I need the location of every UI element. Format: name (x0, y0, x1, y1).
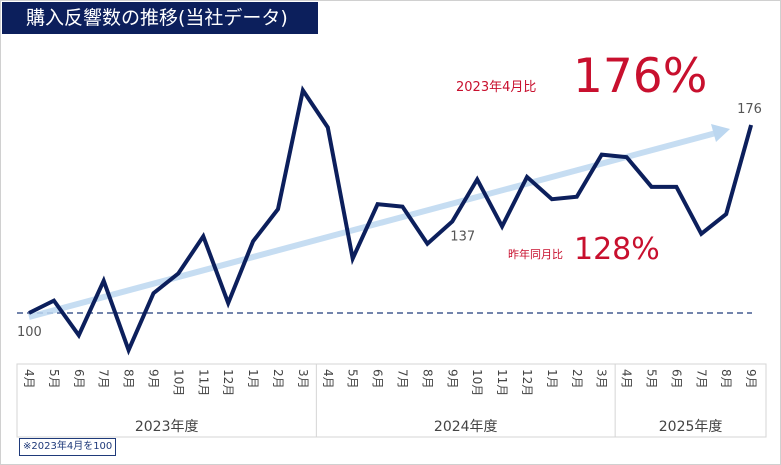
x-tick-label: 6月 (669, 369, 683, 389)
x-tick-label: 7月 (694, 369, 708, 389)
x-tick-label: 12月 (520, 369, 534, 396)
x-tick-label: 5月 (346, 369, 360, 389)
x-tick-label: 4月 (321, 369, 335, 389)
x-group-label: 2023年度 (135, 419, 199, 435)
series-line (28, 85, 754, 356)
x-tick-label: 9月 (744, 369, 758, 389)
x-tick-label: 6月 (72, 369, 86, 389)
x-tick-label: 7月 (97, 369, 111, 389)
x-tick-label: 9月 (147, 369, 161, 389)
x-tick-label: 6月 (371, 369, 385, 389)
x-tick-label: 11月 (196, 369, 210, 396)
x-tick-label: 11月 (495, 369, 509, 396)
x-tick-label: 8月 (420, 369, 434, 389)
x-group-label: 2024年度 (434, 419, 498, 435)
x-tick-label: 12月 (221, 369, 235, 396)
x-tick-label: 3月 (296, 369, 310, 389)
x-group-label: 2025年度 (659, 419, 723, 435)
x-tick-label: 4月 (620, 369, 634, 389)
page-title: 購入反響数の推移(当社データ) (2, 2, 318, 34)
trend-arrow (28, 130, 717, 320)
x-tick-label: 8月 (122, 369, 136, 389)
x-tick-label: 5月 (47, 369, 61, 389)
yoy-value: 128% (574, 232, 660, 267)
x-tick-label: 10月 (171, 369, 185, 396)
data-label: 176 (737, 102, 762, 117)
data-label: 100 (17, 325, 42, 340)
x-tick-label: 5月 (645, 369, 659, 389)
x-tick-label: 1月 (545, 369, 559, 389)
x-tick-label: 3月 (595, 369, 609, 389)
yoy-label: 昨年同月比 (508, 247, 563, 261)
x-tick-label: 10月 (470, 369, 484, 396)
trend-arrow-head (711, 124, 730, 142)
x-tick-label: 7月 (396, 369, 410, 389)
x-tick-label: 2月 (271, 369, 285, 389)
x-tick-label: 9月 (445, 369, 459, 389)
vs-base-label: 2023年4月比 (456, 80, 536, 95)
x-axis-table (16, 363, 767, 438)
vs-base-value: 176% (573, 49, 707, 104)
data-label: 137 (450, 229, 475, 244)
x-tick-label: 8月 (719, 369, 733, 389)
x-tick-label: 1月 (246, 369, 260, 389)
footnote: ※2023年4月を100 (19, 438, 117, 456)
x-tick-label: 4月 (22, 369, 36, 389)
x-tick-label: 2月 (570, 369, 584, 389)
